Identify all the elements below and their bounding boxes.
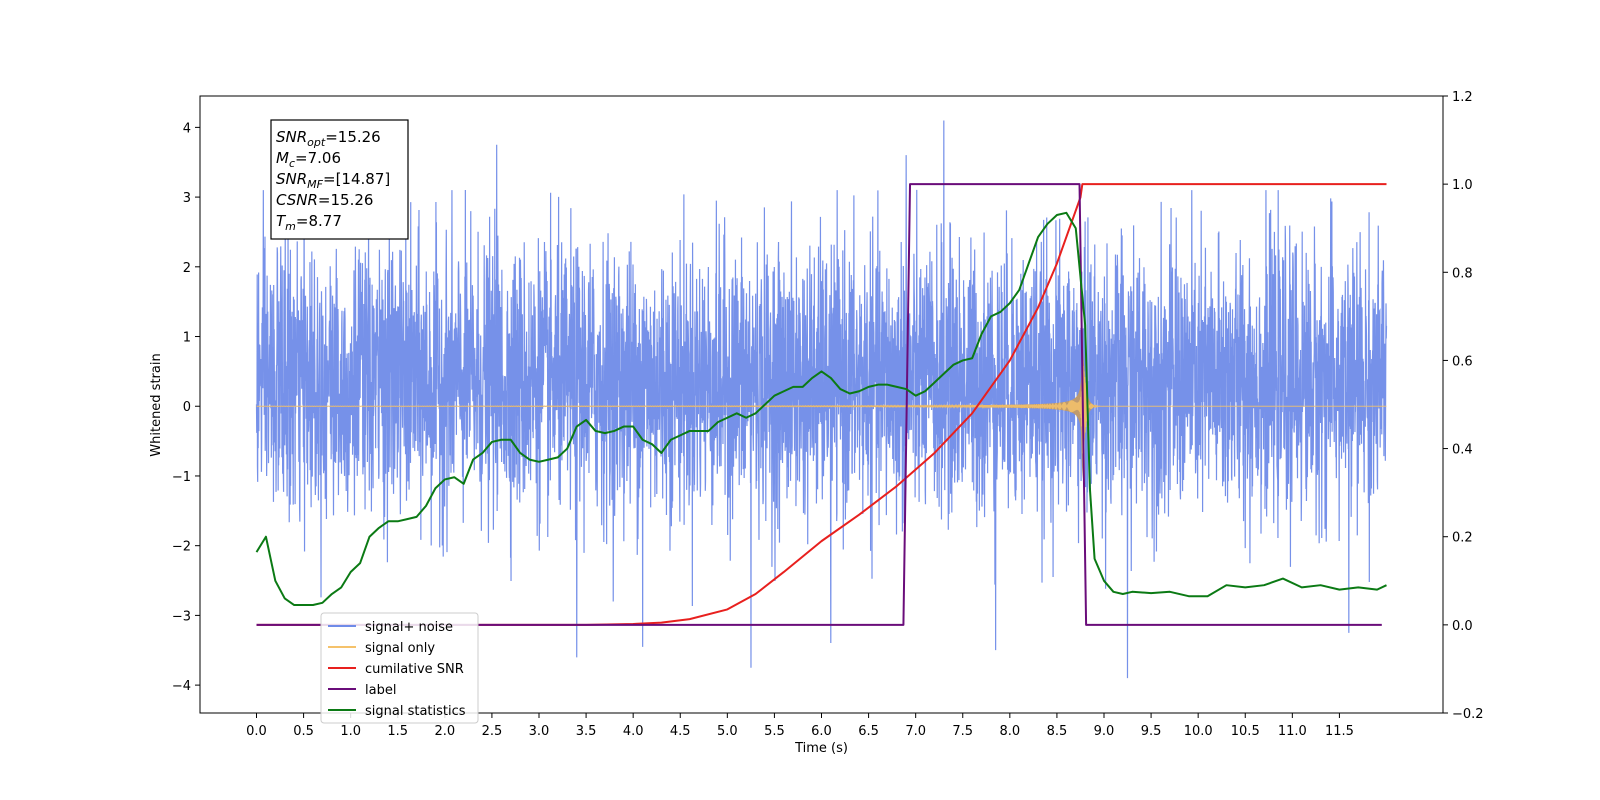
legend: signal+ noise signal only cumilative SNR la… (320, 612, 479, 724)
y-tick-label: −3 (172, 609, 191, 624)
annotation-frame (270, 119, 409, 240)
y2-tick-label: 0.2 (1452, 531, 1473, 546)
y-tick-label: 1 (183, 331, 191, 346)
y2-tick-label: 0.0 (1452, 619, 1473, 634)
y-tick-label: 0 (183, 400, 191, 415)
x-tick-label: 9.0 (1094, 724, 1115, 739)
y-tick-label: −4 (172, 679, 191, 694)
legend-entry-label: cumilative SNR (365, 662, 464, 677)
x-tick-label: 1.5 (387, 724, 408, 739)
y2-tick-label: 0.8 (1452, 266, 1473, 281)
y2-tick-label: 1.0 (1452, 178, 1473, 193)
x-tick-label: 4.5 (670, 724, 691, 739)
x-tick-label: 4.0 (623, 724, 644, 739)
series-signal-statistics-line (255, 211, 1387, 607)
legend-entry-label: label (365, 683, 396, 698)
x-tick-label: 2.0 (434, 724, 455, 739)
x-tick-label: 6.5 (858, 724, 879, 739)
annotation-line: SNRMF=[14.87] (276, 170, 390, 191)
legend-entry-label: signal only (365, 641, 435, 656)
x-tick-label: 5.0 (717, 724, 738, 739)
x-tick-label: 0.0 (246, 724, 267, 739)
legend-entry-label: signal statistics (365, 704, 466, 719)
x-tick-label: 11.0 (1278, 724, 1307, 739)
x-tick-label: 5.5 (764, 724, 785, 739)
annotation-line: SNRopt=15.26 (276, 128, 381, 149)
x-tick-label: 0.5 (293, 724, 314, 739)
y2-tick-label: 0.6 (1452, 354, 1473, 369)
y2-tick-label: 0.4 (1452, 443, 1473, 458)
legend-frame (320, 612, 479, 724)
x-tick-label: 8.0 (999, 724, 1020, 739)
x-tick-label: 7.5 (952, 724, 973, 739)
y2-tick-label: −0.2 (1452, 707, 1484, 722)
axis-layer: 0.0 0.5 1.0 1.5 2.0 2.5 3.0 3.5 4.0 4.5 5.0 5.5 6.0 6… (172, 90, 1484, 739)
x-tick-label: 11.5 (1325, 724, 1354, 739)
y-tick-label: 2 (183, 261, 191, 276)
x-axis-label: Time (s) (794, 741, 848, 756)
x-tick-label: 2.5 (482, 724, 503, 739)
x-tick-label: 8.5 (1047, 724, 1068, 739)
y-axis-label: Whitened strain (149, 353, 164, 456)
series-label-line (256, 183, 1382, 626)
y-tick-label: −1 (172, 470, 191, 485)
y-tick-label: 3 (183, 191, 191, 206)
stats-annotation-box: SNRopt=15.26Mc=7.06SNRMF=[14.87]CSNR=15.… (270, 119, 409, 240)
x-tick-label: 10.0 (1184, 724, 1213, 739)
x-tick-label: 6.0 (811, 724, 832, 739)
x-tick-label: 7.0 (905, 724, 926, 739)
x-tick-label: 10.5 (1231, 724, 1260, 739)
y-tick-label: −2 (172, 540, 191, 555)
annotation-line: CSNR=15.26 (276, 191, 373, 209)
x-tick-label: 9.5 (1141, 724, 1162, 739)
annotation-line: Tm=8.77 (276, 212, 342, 233)
x-tick-label: 3.0 (529, 724, 550, 739)
x-tick-label: 3.5 (576, 724, 597, 739)
plot-layer (255, 120, 1388, 679)
legend-entry-label: signal+ noise (365, 620, 453, 635)
annotation-line: Mc=7.06 (276, 149, 341, 170)
x-tick-label: 1.0 (340, 724, 361, 739)
y-tick-label: 4 (183, 121, 191, 136)
series-signal-noise-line (255, 120, 1388, 679)
series-cumilative-snr-line (256, 183, 1387, 626)
series-signal-only-line (256, 361, 1387, 454)
y2-tick-label: 1.2 (1452, 90, 1473, 105)
